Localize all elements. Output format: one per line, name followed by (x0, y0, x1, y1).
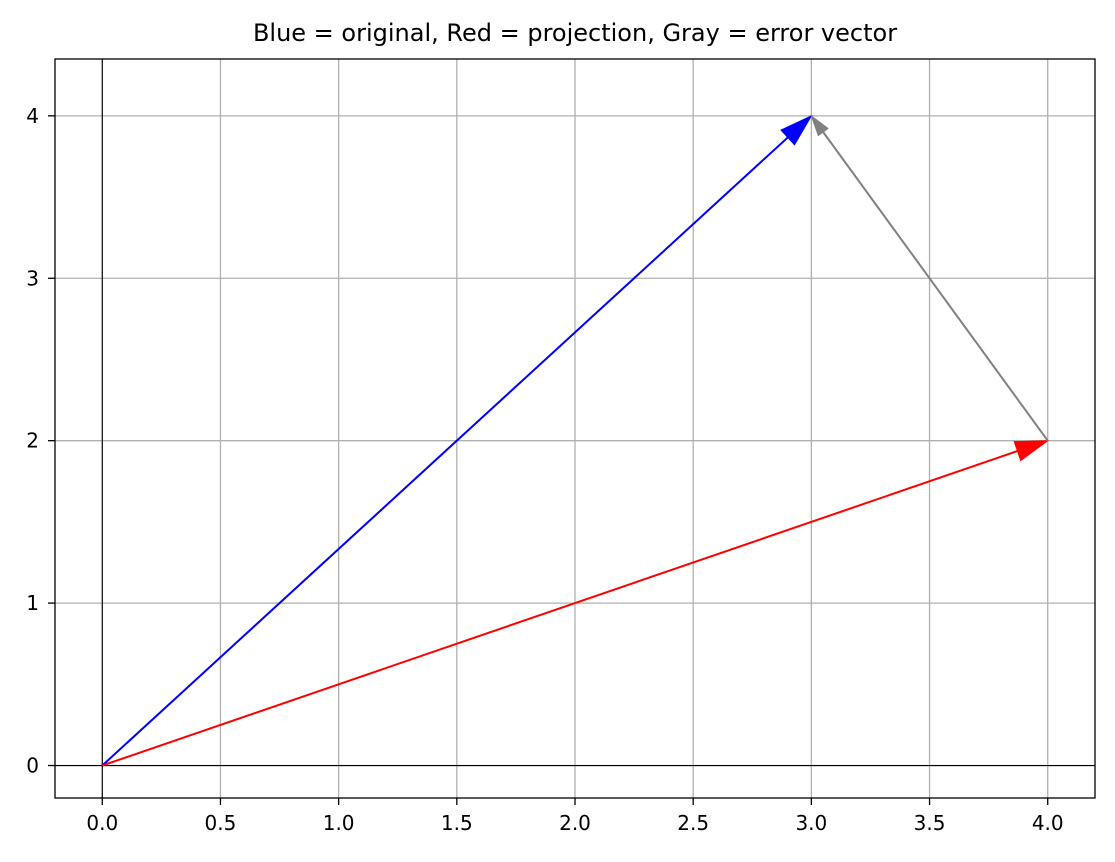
y-tick-label: 4 (26, 104, 39, 128)
original-vector (101, 114, 813, 767)
y-tick-label: 0 (26, 754, 39, 778)
x-tick-label: 0.0 (86, 811, 118, 835)
y-tick-label: 2 (26, 429, 39, 453)
x-tick-label: 1.0 (323, 811, 355, 835)
vectors (101, 114, 1050, 767)
grid (55, 59, 1095, 798)
x-tick-label: 3.0 (795, 811, 827, 835)
x-tick-label: 1.5 (441, 811, 473, 835)
y-tick-label: 3 (26, 266, 39, 290)
original-vector-shaft (101, 135, 790, 767)
chart-title: Blue = original, Red = projection, Gray … (253, 19, 897, 47)
x-tick-label: 2.0 (559, 811, 591, 835)
error-vector (810, 114, 1049, 442)
reference-lines (55, 59, 1095, 798)
axis-ticks: 0.0 0.5 1.0 1.5 2.0 2.5 3.0 3.5 4.0 0 1 2 3 4 (26, 104, 1063, 835)
y-tick-label: 1 (26, 591, 39, 615)
x-tick-label: 3.5 (914, 811, 946, 835)
projection-vector-arrowhead (1013, 440, 1050, 462)
error-vector-shaft (821, 129, 1049, 442)
projection-vector (101, 440, 1050, 767)
projection-vector-shaft (101, 449, 1020, 767)
x-tick-label: 2.5 (677, 811, 709, 835)
x-tick-label: 4.0 (1032, 811, 1064, 835)
original-vector-arrowhead (780, 114, 813, 146)
x-tick-label: 0.5 (205, 811, 237, 835)
error-vector-arrowhead (810, 114, 829, 137)
